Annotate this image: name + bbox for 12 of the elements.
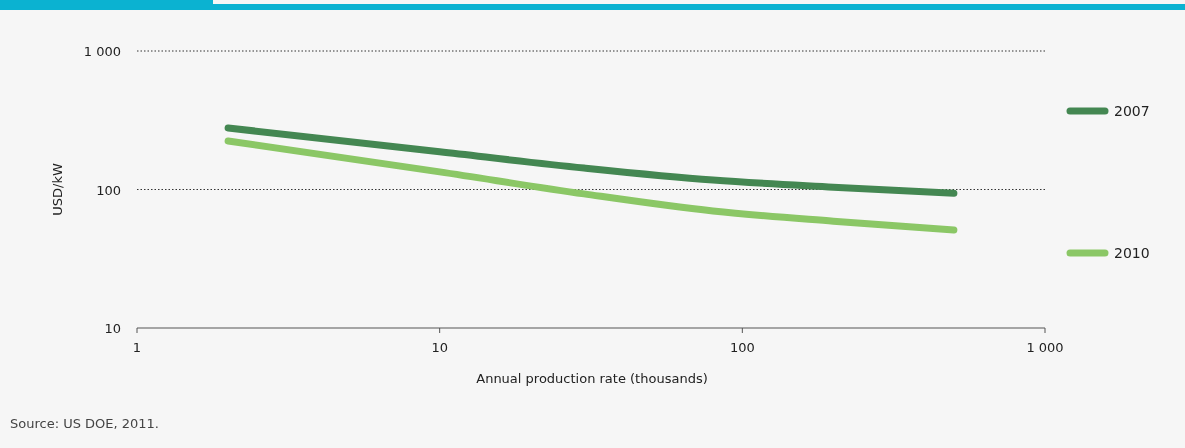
legend-label: 2010 bbox=[1114, 245, 1150, 261]
legend-label: 2007 bbox=[1114, 103, 1150, 119]
x-tick-label: 100 bbox=[729, 340, 755, 355]
x-tick-label: 10 bbox=[431, 340, 448, 355]
x-tick-label: 1 000 bbox=[1026, 340, 1064, 355]
y-tick-label: 100 bbox=[96, 182, 121, 198]
x-tick-label: 1 bbox=[132, 340, 142, 355]
x-axis-title: Annual production rate (thousands) bbox=[476, 371, 708, 386]
y-tick-label: 10 bbox=[104, 321, 121, 336]
y-tick-label: 1 000 bbox=[83, 44, 121, 59]
source-note: Source: US DOE, 2011. bbox=[10, 416, 159, 431]
y-axis-title: USD/kW bbox=[50, 163, 65, 216]
